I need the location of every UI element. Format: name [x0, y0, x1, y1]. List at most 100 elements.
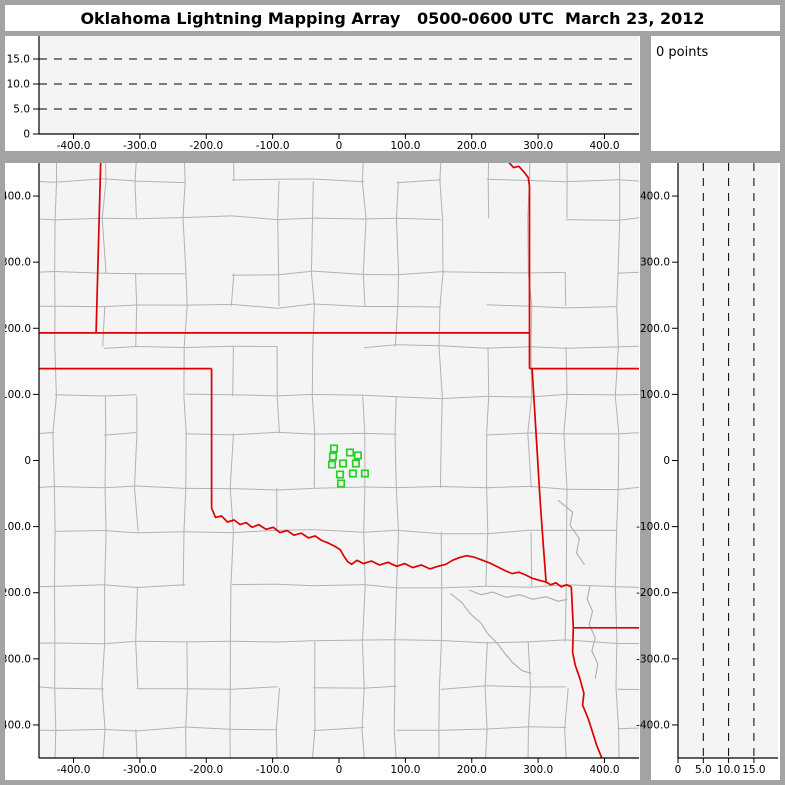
county-line — [486, 726, 530, 730]
county-line — [311, 729, 316, 758]
map-x-tick-label: 0 — [336, 764, 343, 776]
county-line — [438, 687, 440, 730]
county-line — [527, 433, 532, 488]
top-x-tick-label: -400.0 — [57, 140, 91, 152]
county-line — [615, 687, 620, 730]
map-y-tick-label: -400.0 — [0, 719, 31, 731]
county-line — [529, 726, 566, 728]
county-line — [394, 433, 397, 488]
county-line — [277, 487, 314, 491]
county-line — [486, 346, 530, 349]
points-count-box: 0 points — [651, 36, 780, 151]
county-line — [231, 488, 278, 491]
top-dashed-altitude-lines — [39, 58, 639, 110]
county-line — [486, 485, 530, 489]
county-line — [364, 685, 397, 689]
county-line — [232, 346, 234, 397]
top-x-tick-label: 200.0 — [457, 140, 487, 152]
county-line — [617, 271, 639, 274]
lma-station-marker — [353, 451, 362, 460]
county-line — [103, 640, 137, 645]
county-line — [39, 271, 55, 273]
county-line — [614, 346, 619, 397]
county-line — [134, 181, 137, 219]
plan-view-map-panel[interactable]: 400.0 300.0 200.0 100.0 0 -100.0 -200.0 -300.0 -… — [5, 163, 640, 780]
county-line — [364, 432, 397, 435]
county-line — [182, 218, 187, 274]
state-border-line — [571, 627, 603, 758]
county-line — [136, 346, 186, 348]
county-line — [54, 530, 104, 532]
county-line — [530, 346, 533, 397]
county-line — [529, 346, 566, 349]
top-x-tick-label: -200.0 — [189, 140, 223, 152]
county-line — [312, 178, 365, 183]
county-line — [438, 641, 442, 688]
altitude-east-west-panel[interactable]: 15.0 10.0 5.0 0 -400.0 -300.0 -200.0 -100.0 0 100… — [5, 36, 640, 152]
county-line — [361, 163, 364, 182]
county-line — [39, 486, 55, 488]
divider-middle — [5, 151, 780, 163]
county-line — [310, 273, 315, 307]
county-line — [231, 178, 278, 181]
right-x-tick-label: 0 — [675, 764, 682, 776]
county-line — [364, 344, 397, 349]
county-line — [134, 433, 138, 488]
county-line — [312, 181, 314, 219]
county-line — [564, 273, 567, 307]
county-line — [486, 685, 530, 688]
county-line — [311, 346, 314, 397]
top-y-tick-label: 0 — [23, 129, 30, 141]
county-line — [312, 217, 365, 220]
top-x-tick-label: 100.0 — [390, 140, 420, 152]
county-line — [361, 586, 366, 642]
county-line — [440, 395, 487, 400]
county-line — [486, 585, 530, 588]
county-line — [312, 393, 365, 396]
county-line — [134, 163, 137, 182]
county-line — [396, 639, 441, 641]
county-line — [136, 180, 186, 184]
county-line — [277, 181, 280, 219]
county-line — [277, 431, 314, 435]
county-line — [102, 729, 106, 758]
county-line — [364, 584, 397, 589]
county-line — [54, 394, 104, 397]
county-line — [439, 181, 443, 219]
county-line — [39, 686, 55, 689]
county-line — [396, 529, 441, 535]
points-count-label: 0 points — [656, 45, 709, 60]
county-line — [277, 217, 314, 221]
county-line — [185, 433, 232, 436]
county-line — [39, 432, 55, 435]
county-line — [102, 306, 106, 347]
county-line — [312, 432, 365, 435]
altitude-north-south-panel[interactable]: 400.0 300.0 200.0 100.0 0 -100.0 -200.0 -300.0 -… — [636, 163, 780, 780]
county-line — [275, 687, 280, 730]
county-line — [104, 396, 107, 434]
county-line — [361, 181, 367, 219]
county-line — [529, 180, 566, 183]
county-line — [275, 729, 278, 758]
county-line — [277, 218, 280, 274]
top-plot-background — [39, 36, 639, 134]
county-line — [136, 640, 186, 643]
county-line — [396, 344, 441, 347]
county-line — [527, 641, 531, 688]
county-line — [563, 396, 568, 434]
county-line — [312, 639, 365, 642]
county-line — [54, 486, 104, 489]
county-line — [185, 688, 232, 690]
county-line — [614, 586, 618, 642]
county-line — [229, 586, 232, 642]
county-line — [395, 487, 399, 532]
county-line — [186, 641, 188, 688]
county-line — [396, 531, 399, 587]
county-line — [364, 394, 397, 398]
county-line — [230, 273, 235, 307]
county-line — [135, 641, 139, 688]
county-line — [54, 218, 56, 274]
county-line — [528, 163, 531, 182]
right-y-tick-label: 400.0 — [640, 191, 670, 203]
lma-stations-layer — [327, 444, 369, 488]
